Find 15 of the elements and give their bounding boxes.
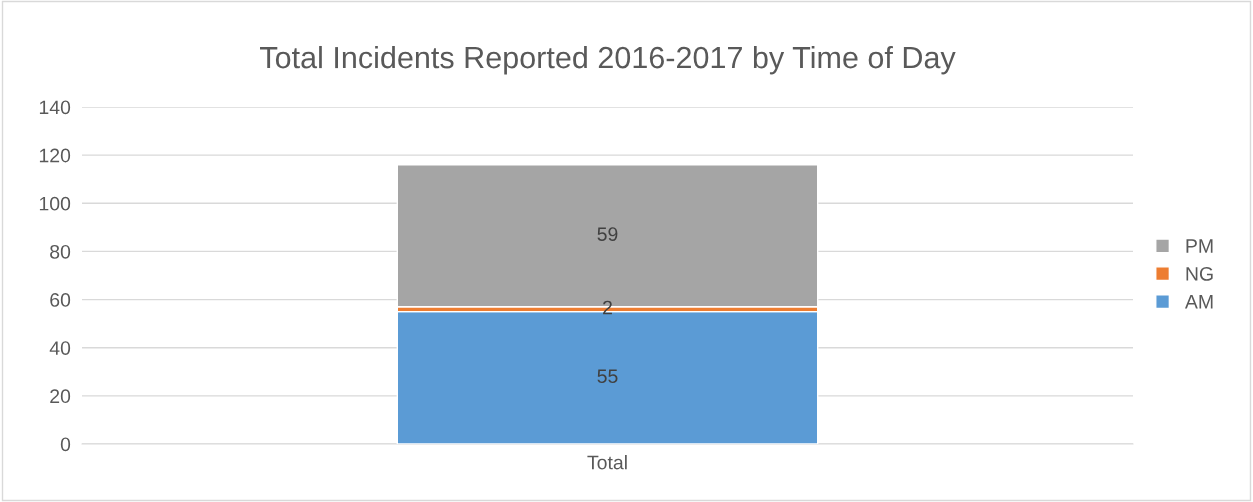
y-tick-label: 120 [39, 148, 71, 163]
chart-title: Total Incidents Reported 2016-2017 by Time of Day [260, 45, 956, 75]
x-tick-label: Total [587, 455, 627, 470]
y-tick-label: 80 [50, 244, 71, 259]
y-tick-label: 0 [60, 437, 71, 452]
y-tick-label: 40 [49, 341, 71, 355]
y-tick-label: 140 [39, 100, 71, 115]
data-label: 59 [597, 227, 618, 241]
legend-label: PM [1186, 239, 1213, 253]
y-tick-label: 100 [39, 196, 71, 211]
data-label: 55 [597, 369, 618, 384]
legend-label: NG [1186, 266, 1213, 281]
y-tick-label: 20 [50, 389, 71, 404]
y-tick-label: 60 [50, 293, 71, 307]
legend-label: AM [1184, 295, 1213, 309]
